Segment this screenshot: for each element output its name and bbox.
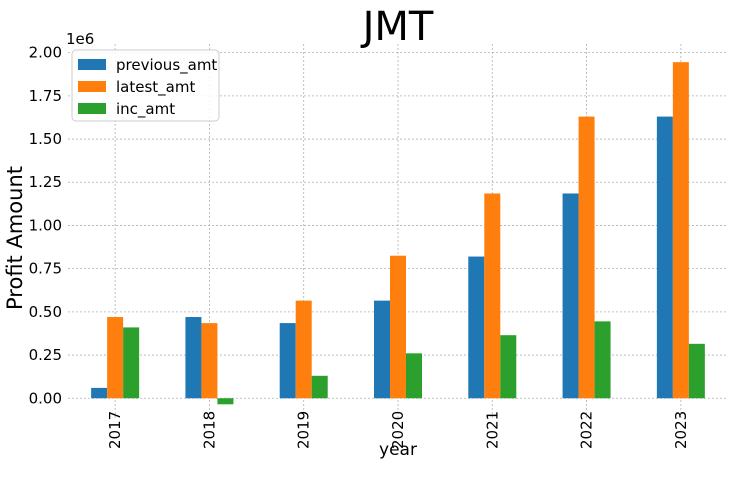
bar-inc_amt-2018 bbox=[217, 398, 234, 405]
chart-title: JMT bbox=[360, 4, 434, 50]
legend-swatch-latest_amt bbox=[78, 81, 106, 92]
bar-latest_amt-2017 bbox=[107, 317, 124, 399]
bar-previous_amt-2020 bbox=[374, 300, 390, 399]
bar-latest_amt-2018 bbox=[201, 323, 218, 399]
bar-latest_amt-2022 bbox=[578, 116, 595, 399]
x-tick-label: 2019 bbox=[295, 411, 313, 449]
x-axis-label: year bbox=[379, 440, 417, 460]
y-tick-label: 1.75 bbox=[29, 87, 62, 105]
y-tick-label: 1.50 bbox=[29, 130, 62, 148]
bar-previous_amt-2017 bbox=[91, 387, 108, 399]
legend-box bbox=[71, 49, 220, 122]
y-tick-label: 0.00 bbox=[29, 389, 62, 407]
x-tick-label: 2020 bbox=[389, 411, 407, 449]
bar-previous_amt-2023 bbox=[656, 116, 673, 399]
x-tick-label: 2023 bbox=[672, 411, 690, 449]
y-tick-label: 1.25 bbox=[29, 173, 62, 191]
bar-latest_amt-2019 bbox=[295, 300, 312, 399]
bars bbox=[91, 62, 705, 405]
bar-previous_amt-2019 bbox=[279, 323, 296, 399]
bar-inc_amt-2021 bbox=[500, 335, 517, 399]
y-tick-label: 1.00 bbox=[29, 216, 62, 234]
y-offset-label: 1e6 bbox=[66, 30, 94, 48]
bar-latest_amt-2021 bbox=[484, 193, 501, 399]
x-tick-label: 2018 bbox=[200, 411, 218, 449]
x-axis-ticks: 2017 2018 2019 2020 2021 2022 2023 bbox=[106, 411, 690, 449]
y-tick-label: 0.50 bbox=[29, 303, 62, 321]
bar-previous_amt-2022 bbox=[562, 193, 579, 399]
bar-inc_amt-2022 bbox=[594, 321, 611, 399]
x-tick-label: 2021 bbox=[483, 411, 501, 449]
x-tick-label: 2022 bbox=[578, 411, 596, 449]
legend-label-inc_amt: inc_amt bbox=[116, 100, 175, 119]
legend-label-previous_amt: previous_amt bbox=[116, 56, 217, 75]
bar-inc_amt-2020 bbox=[406, 353, 422, 399]
bar-inc_amt-2019 bbox=[311, 375, 328, 399]
x-tick-label: 2017 bbox=[106, 411, 124, 449]
bar-latest_amt-2020 bbox=[390, 255, 406, 399]
bar-inc_amt-2017 bbox=[123, 327, 140, 399]
bar-inc_amt-2023 bbox=[688, 343, 705, 399]
y-tick-label: 0.25 bbox=[29, 346, 62, 364]
y-tick-label: 2.00 bbox=[29, 44, 62, 62]
bar-previous_amt-2021 bbox=[468, 256, 485, 399]
bar-latest_amt-2023 bbox=[672, 62, 689, 399]
y-tick-label: 0.75 bbox=[29, 260, 62, 278]
bar-previous_amt-2018 bbox=[185, 317, 202, 399]
legend-swatch-previous_amt bbox=[78, 59, 106, 70]
legend-swatch-inc_amt bbox=[78, 103, 106, 114]
legend: previous_amt latest_amt inc_amt bbox=[71, 49, 220, 122]
y-axis-ticks: 0.00 0.25 0.50 0.75 1.00 1.25 1.50 1.75 2.00 bbox=[29, 44, 62, 408]
legend-label-latest_amt: latest_amt bbox=[116, 78, 195, 97]
y-axis-label: Profit Amount bbox=[3, 166, 27, 310]
